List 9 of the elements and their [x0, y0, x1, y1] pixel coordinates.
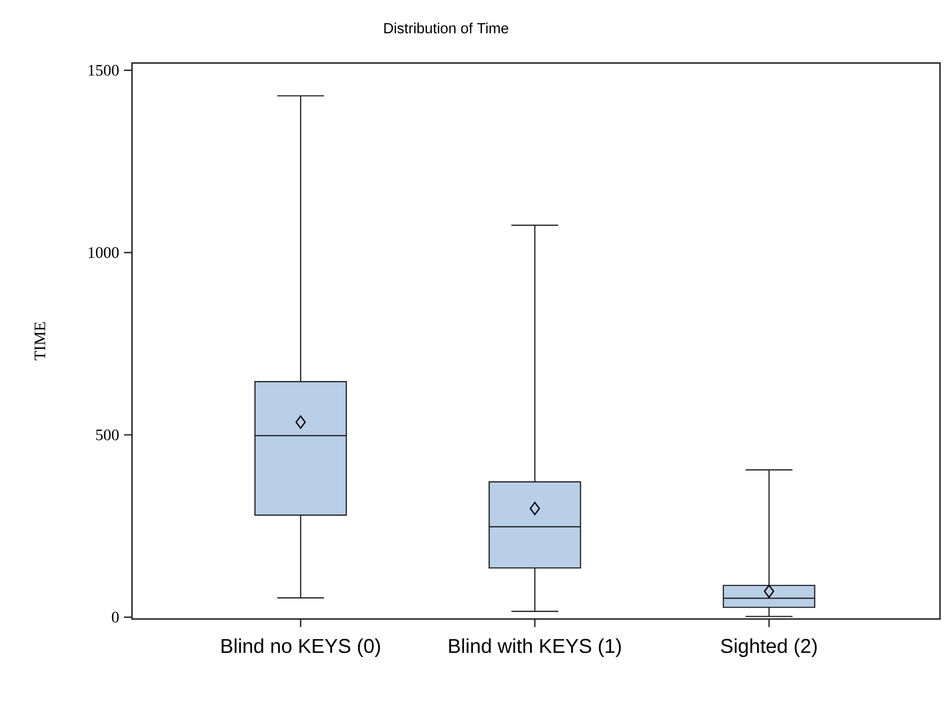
x-tick-label: Sighted (2) — [721, 638, 817, 658]
chart-title: Distribution of Time — [384, 22, 508, 34]
y-tick-label: 500 — [96, 429, 119, 440]
x-tick-label: Blind with KEYS (1) — [449, 638, 621, 658]
y-tick-label: 1500 — [88, 64, 119, 76]
y-tick-label: 1000 — [88, 247, 119, 258]
y-axis-title: TIME — [34, 322, 46, 360]
y-tick-label: 0 — [112, 612, 119, 623]
x-tick-label: Blind no KEYS (0) — [222, 638, 380, 658]
